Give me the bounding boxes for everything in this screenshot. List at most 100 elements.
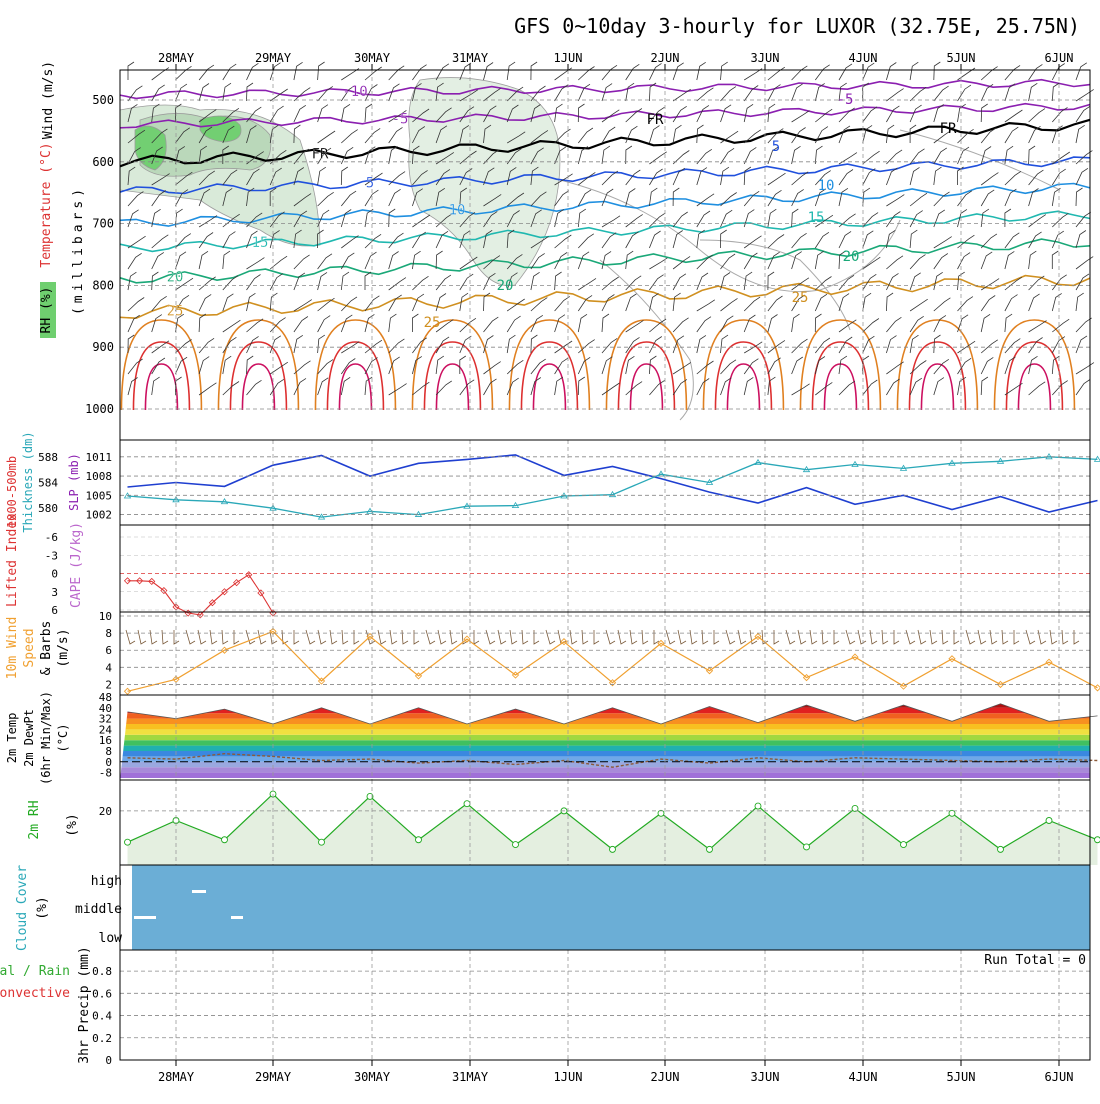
wind10m-ylabel: & Barbs [39, 621, 54, 676]
temp-band [120, 773, 1090, 778]
date-label-bottom: 28MAY [158, 1070, 195, 1084]
cloud-cover-area [132, 865, 1090, 950]
date-label-top: 29MAY [255, 51, 292, 65]
date-label-top: 6JUN [1045, 51, 1074, 65]
isotherm-label: 25 [792, 290, 809, 306]
rh-point [125, 839, 131, 845]
isotherm-label: 10 [818, 178, 835, 194]
temp-tick-label: 48 [99, 691, 112, 704]
isotherm-label: 15 [252, 235, 269, 251]
date-label-top: 31MAY [452, 51, 489, 65]
wind10m-ylabel: 10m Wind [5, 617, 20, 680]
li-tick-label: -6 [45, 531, 58, 544]
precip-tick-label: 0.6 [92, 987, 112, 1000]
wind-tick-label: 2 [105, 678, 112, 691]
li-tick-label: 3 [51, 586, 58, 599]
isotherm-label: 5 [366, 176, 374, 192]
isotherm-label: -10 [342, 84, 367, 100]
cloud-gap [134, 916, 156, 919]
cloud-ylabel: Cloud Cover [15, 865, 30, 951]
date-label-bottom: 31MAY [452, 1070, 489, 1084]
temp-band [120, 729, 1090, 734]
cloud-level-label: low [99, 931, 123, 946]
date-label-top: 4JUN [849, 51, 878, 65]
date-label-bottom: 1JUN [554, 1070, 583, 1084]
isotherm-label: 15 [808, 210, 825, 226]
wind-tick-label: 4 [105, 661, 112, 674]
pressure-tick-label: 1000 [85, 402, 114, 416]
precip-ylabel-rain: Total / Rain [0, 964, 70, 979]
temp-band [120, 762, 1090, 767]
upper-air-ylabel-wind: Wind (m/s) [41, 61, 56, 139]
rh2m-ylabel-unit: (%) [65, 813, 80, 836]
temp2m-ylabel: 2m DewPt [22, 709, 36, 767]
isotherm-label: 25 [167, 304, 184, 320]
date-label-bottom: 5JUN [947, 1070, 976, 1084]
pressure-tick-label: 600 [92, 155, 114, 169]
slp-tick-label: 1005 [86, 489, 113, 502]
wind10m-ylabel: (m/s) [56, 628, 71, 667]
upper-air-axis-title: (millibars) [71, 185, 86, 315]
slp-ylabel: SLP (mb) [67, 453, 81, 511]
li-tick-label: 6 [51, 604, 58, 617]
date-label-bottom: 4JUN [849, 1070, 878, 1084]
date-label-bottom: 3JUN [751, 1070, 780, 1084]
pressure-tick-label: 500 [92, 93, 114, 107]
isotherm-label: 5 [772, 139, 780, 155]
rh-point [513, 842, 519, 848]
isotherm-label: FR [647, 112, 664, 128]
precip-tick-label: 0.4 [92, 1010, 112, 1023]
upper-air-ylabel-temp: Temperature (°C) [39, 142, 54, 267]
rh-point [222, 837, 228, 843]
rh-point [464, 801, 470, 807]
rh-point [319, 839, 325, 845]
temp-band [120, 735, 1090, 740]
isotherm-label: -5 [392, 111, 409, 127]
rh-point [1046, 818, 1052, 824]
isotherm-label: 20 [497, 278, 514, 294]
run-total: Run Total = 0 [984, 953, 1086, 968]
rh-point [804, 844, 810, 850]
wind10m-ylabel: Speed [22, 628, 37, 667]
rh-point [416, 837, 422, 843]
cloud-level-label: high [91, 874, 122, 889]
date-label-top: 5JUN [947, 51, 976, 65]
cloud-gap [231, 916, 243, 919]
date-label-top: 2JUN [651, 51, 680, 65]
rh-point [755, 803, 761, 809]
date-label-bottom: 30MAY [354, 1070, 391, 1084]
date-label-bottom: 2JUN [651, 1070, 680, 1084]
precip-tick-label: 0.2 [92, 1032, 112, 1045]
isotherm-label: 25 [424, 315, 441, 331]
slp-tick-label: 1011 [86, 451, 113, 464]
rh-point [707, 846, 713, 852]
date-label-bottom: 6JUN [1045, 1070, 1074, 1084]
cloud-ylabel-unit: (%) [35, 896, 50, 919]
slp-tick-label: 1002 [86, 509, 113, 522]
rh-point [1095, 837, 1100, 843]
pressure-tick-label: 700 [92, 217, 114, 231]
precip-ylabel-conv: Convective [0, 986, 70, 1001]
isotherm-label: 20 [167, 269, 184, 285]
temp-band [120, 746, 1090, 751]
temp2m-ylabel: (°C) [56, 724, 70, 753]
li-tick-label: 0 [51, 568, 58, 581]
rh-point [998, 846, 1004, 852]
li-tick-label: -3 [45, 549, 58, 562]
thickness-ylabel-2: Thickness (dm) [21, 431, 35, 532]
temp-band [120, 756, 1090, 761]
date-label-bottom: 29MAY [255, 1070, 292, 1084]
date-label-top: 3JUN [751, 51, 780, 65]
precip-tick-label: 0.8 [92, 965, 112, 978]
isotherm-label: -5 [837, 92, 854, 108]
date-label-top: 1JUN [554, 51, 583, 65]
cloud-level-label: middle [75, 902, 122, 917]
rh-tick-label: 20 [99, 805, 112, 818]
isotherm-label: FR [940, 121, 957, 137]
precip-ylabel: 3hr Precip (mm) [77, 946, 92, 1063]
temp-band [120, 751, 1090, 756]
wind-tick-label: 6 [105, 644, 112, 657]
date-label-top: 30MAY [354, 51, 391, 65]
